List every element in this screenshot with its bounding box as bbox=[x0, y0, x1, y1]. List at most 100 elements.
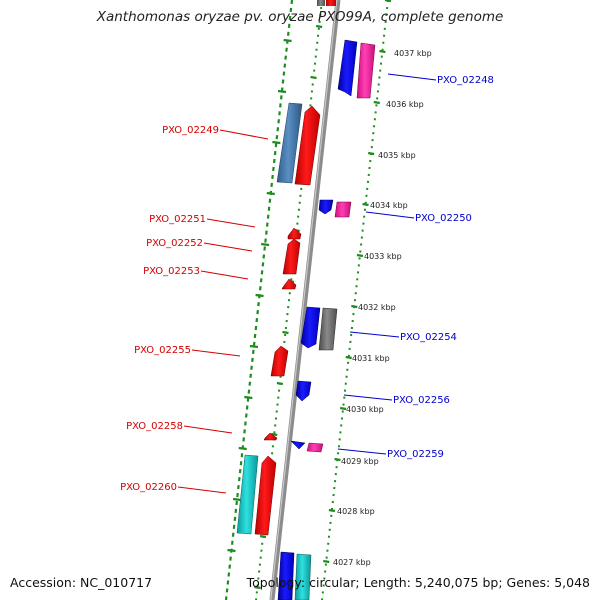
leader-pxo-02251 bbox=[206, 218, 256, 228]
scale-labels: 4037 kbp 4036 kbp 4035 kbp 4034 kbp 4033… bbox=[333, 49, 432, 567]
leader-pxo-02256 bbox=[343, 394, 393, 401]
feature-top-red bbox=[326, 0, 336, 6]
gene-label-pxo-02251[interactable]: PXO_02251 bbox=[149, 214, 206, 225]
tick-rail-right-inner bbox=[321, 0, 392, 600]
gene-arrow-pxo-02255[interactable] bbox=[270, 345, 289, 377]
genome-title: Xanthomonas oryzae pv. oryzae PXO99A, co… bbox=[96, 9, 504, 25]
gene-label-pxo-02253[interactable]: PXO_02253 bbox=[143, 266, 200, 277]
tick-mark bbox=[362, 202, 369, 207]
gene-label-pxo-02252[interactable]: PXO_02252 bbox=[146, 238, 203, 249]
tick-rail-left-outer bbox=[224, 0, 294, 600]
scale-label: 4032 kbp bbox=[358, 303, 396, 312]
feature-top-gray bbox=[317, 0, 325, 6]
tick-mark bbox=[232, 497, 242, 502]
gene-arrow-pxo-02248-pink[interactable] bbox=[356, 42, 376, 99]
tick-rail-line bbox=[255, 0, 323, 600]
scale-label: 4027 kbp bbox=[333, 558, 371, 567]
scale-label: 4029 kbp bbox=[341, 457, 379, 466]
tick-mark bbox=[254, 585, 261, 590]
tick-mark bbox=[373, 100, 380, 105]
scale-label: 4028 kbp bbox=[337, 507, 375, 516]
tick-mark bbox=[271, 432, 278, 437]
tick-mark bbox=[255, 293, 264, 298]
right-gene-labels: PXO_02248 PXO_02250 PXO_02254 PXO_02256 … bbox=[387, 75, 494, 460]
gene-label-pxo-02258[interactable]: PXO_02258 bbox=[126, 421, 183, 432]
tick-mark bbox=[315, 24, 323, 29]
tick-mark bbox=[323, 559, 330, 564]
tick-mark bbox=[277, 89, 287, 94]
leader-pxo-02254 bbox=[349, 331, 400, 338]
tick-mark bbox=[339, 406, 347, 411]
gene-arrow-pxo-02254-blue[interactable] bbox=[300, 306, 321, 349]
accession-text: Accession: NC_010717 bbox=[10, 575, 153, 590]
tick-mark bbox=[282, 330, 289, 335]
gene-arrow-bottom-blue bbox=[277, 551, 295, 600]
leader-pxo-02249 bbox=[219, 129, 269, 140]
left-gene-labels: PXO_02249 PXO_02251 PXO_02252 PXO_02253 … bbox=[120, 125, 219, 493]
gene-label-pxo-02256[interactable]: PXO_02256 bbox=[393, 395, 450, 406]
gene-arrow-pxo-02249-steel[interactable] bbox=[276, 102, 303, 184]
gene-label-pxo-02248[interactable]: PXO_02248 bbox=[437, 75, 494, 86]
tick-mark bbox=[272, 140, 281, 145]
tick-mark bbox=[244, 395, 253, 400]
gene-arrow-pxo-02251[interactable] bbox=[287, 227, 302, 240]
gene-label-pxo-02260[interactable]: PXO_02260 bbox=[120, 482, 177, 493]
gene-arrow-pxo-02253[interactable] bbox=[281, 278, 297, 290]
tick-mark bbox=[384, 0, 392, 3]
tick-mark bbox=[261, 242, 270, 247]
leader-pxo-02250 bbox=[365, 211, 415, 219]
genome-summary-text: Topology: circular; Length: 5,240,075 bp… bbox=[246, 575, 590, 590]
leader-lines bbox=[177, 73, 437, 494]
tick-mark bbox=[249, 344, 259, 349]
gene-arrow-pxo-02259-pink[interactable] bbox=[306, 442, 324, 453]
tick-mark bbox=[310, 75, 317, 80]
gene-features bbox=[236, 39, 376, 600]
tick-mark bbox=[283, 38, 292, 43]
leader-pxo-02258 bbox=[183, 425, 233, 434]
gene-arrow-pxo-02260-cyan[interactable] bbox=[236, 454, 259, 535]
scale-label: 4035 kbp bbox=[378, 151, 416, 160]
tick-mark bbox=[328, 508, 336, 513]
leader-pxo-02255 bbox=[191, 349, 241, 357]
scale-label: 4031 kbp bbox=[352, 354, 390, 363]
tick-mark bbox=[345, 355, 352, 360]
gene-arrow-pxo-02254-gray[interactable] bbox=[318, 307, 338, 351]
gene-arrow-pxo-02252[interactable] bbox=[282, 238, 301, 275]
gene-arrow-bottom-cyan bbox=[294, 553, 312, 600]
genome-backbone bbox=[269, 0, 341, 600]
gene-arrow-pxo-02250-blue[interactable] bbox=[318, 199, 334, 215]
gene-arrow-pxo-02259-blue[interactable] bbox=[290, 440, 306, 450]
tick-mark bbox=[379, 49, 386, 54]
leader-pxo-02253 bbox=[200, 270, 249, 280]
gene-arrow-pxo-02258[interactable] bbox=[263, 432, 278, 441]
leader-pxo-02259 bbox=[337, 448, 387, 455]
gene-arrow-pxo-02250-pink[interactable] bbox=[334, 201, 352, 218]
tick-mark bbox=[276, 381, 284, 386]
gene-arrow-pxo-02248-blue[interactable] bbox=[337, 39, 358, 97]
scale-label: 4030 kbp bbox=[346, 405, 384, 414]
gene-label-pxo-02250[interactable]: PXO_02250 bbox=[415, 213, 472, 224]
gene-label-pxo-02254[interactable]: PXO_02254 bbox=[400, 332, 457, 343]
gene-label-pxo-02249[interactable]: PXO_02249 bbox=[162, 125, 219, 136]
tick-mark bbox=[334, 457, 341, 462]
tick-mark bbox=[351, 304, 358, 309]
leader-pxo-02252 bbox=[203, 242, 253, 252]
tick-mark bbox=[367, 151, 375, 156]
tick-mark bbox=[238, 446, 247, 451]
scale-label: 4033 kbp bbox=[364, 252, 402, 261]
tick-mark bbox=[259, 534, 267, 539]
gene-arrow-pxo-02256[interactable] bbox=[295, 380, 312, 402]
gene-arrow-pxo-02249-red[interactable] bbox=[294, 105, 321, 186]
tick-mark bbox=[266, 191, 275, 196]
tick-rail-line bbox=[321, 0, 389, 600]
genome-backbone-highlight bbox=[270, 0, 338, 600]
gene-label-pxo-02259[interactable]: PXO_02259 bbox=[387, 449, 444, 460]
leader-pxo-02260 bbox=[177, 486, 227, 494]
scale-label: 4037 kbp bbox=[394, 49, 432, 58]
scale-label: 4036 kbp bbox=[386, 100, 424, 109]
tick-mark bbox=[356, 253, 364, 258]
gene-label-pxo-02255[interactable]: PXO_02255 bbox=[134, 345, 191, 356]
gene-arrow-pxo-02260-red[interactable] bbox=[254, 455, 277, 536]
